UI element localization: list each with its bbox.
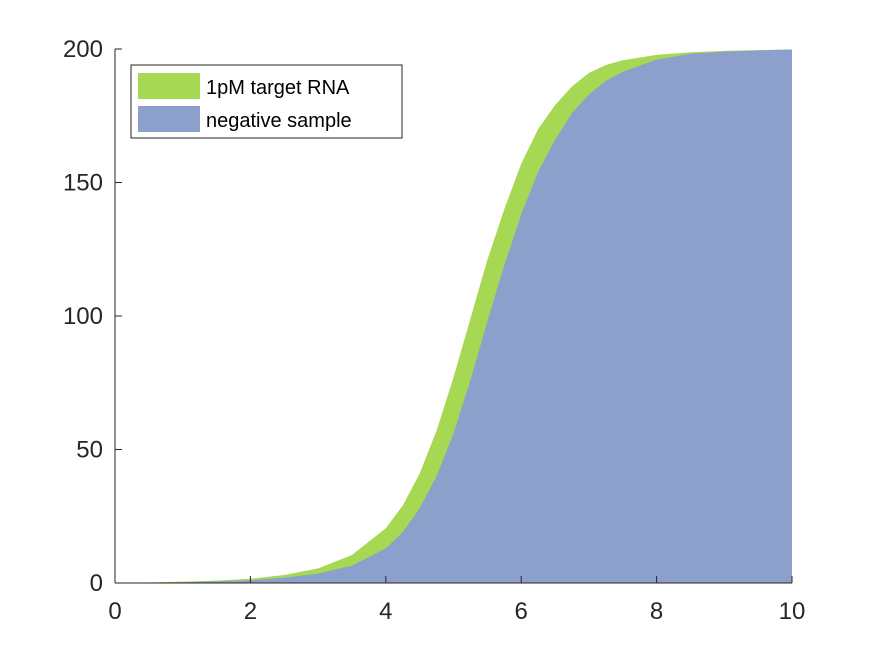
x-ticks: 0 2 4 6 8 10 (108, 576, 805, 625)
legend-swatch-negative-sample (138, 106, 200, 132)
legend-label-target-rna: 1pM target RNA (206, 77, 350, 99)
x-tick-label: 8 (650, 598, 663, 625)
x-tick-label: 0 (108, 598, 121, 625)
area-series-1 (115, 49, 792, 583)
y-tick-label: 100 (63, 303, 103, 330)
legend-swatch-target-rna (138, 73, 200, 99)
x-tick-label: 6 (515, 598, 528, 625)
legend: 1pM target RNA negative sample (130, 64, 403, 139)
y-tick-label: 150 (63, 170, 103, 197)
y-tick-label: 0 (90, 570, 103, 597)
x-tick-label: 4 (379, 598, 392, 625)
x-tick-label: 2 (244, 598, 257, 625)
legend-label-negative-sample: negative sample (206, 110, 352, 132)
y-ticks: 0 50 100 150 200 (63, 36, 122, 597)
y-tick-label: 50 (76, 437, 103, 464)
y-tick-label: 200 (63, 36, 103, 63)
x-tick-label: 10 (779, 598, 806, 625)
series-areas (115, 49, 792, 583)
